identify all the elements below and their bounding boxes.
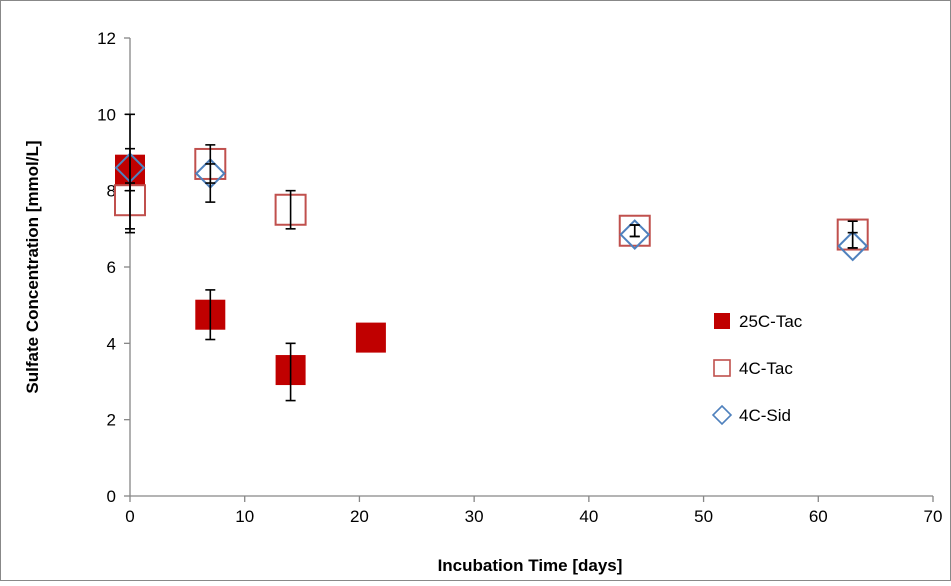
legend-marker: [713, 359, 731, 377]
y-axis-title: Sulfate Concentration [mmol/L]: [23, 140, 42, 393]
x-axis-title: Incubation Time [days]: [438, 556, 623, 575]
legend-marker: [711, 404, 733, 426]
x-tick-label: 60: [809, 507, 828, 526]
data-point-4c-tac: [618, 214, 651, 247]
x-tick-label: 0: [125, 507, 134, 526]
y-tick-label: 4: [107, 334, 116, 353]
legend-label: 4C-Tac: [739, 359, 793, 378]
x-tick-label: 30: [465, 507, 484, 526]
x-tick-label: 40: [579, 507, 598, 526]
legend-label: 25C-Tac: [739, 312, 803, 331]
y-tick-label: 12: [97, 29, 116, 48]
x-tick-label: 70: [924, 507, 943, 526]
x-tick-label: 20: [350, 507, 369, 526]
axes: 0 2 4 6 8 10 12 0 10 20 30 40 50 60 70: [97, 29, 942, 526]
data-point-4c-tac: [836, 218, 869, 251]
y-tick-label: 6: [107, 258, 116, 277]
data-point-4c-sid: [837, 230, 869, 262]
y-tick-label: 0: [107, 487, 116, 506]
y-tick-label: 10: [97, 105, 116, 124]
legend-marker: [714, 313, 730, 329]
legend: 25C-Tac 4C-Tac 4C-Sid: [711, 312, 803, 426]
x-tick-label: 10: [235, 507, 254, 526]
legend-label: 4C-Sid: [739, 406, 791, 425]
error-bars: [125, 113, 858, 402]
x-tick-label: 50: [694, 507, 713, 526]
y-tick-label: 8: [107, 182, 116, 201]
y-tick-label: 2: [107, 411, 116, 430]
data-point-4c-sid: [619, 219, 651, 250]
data-point-25c-tac: [355, 322, 386, 353]
